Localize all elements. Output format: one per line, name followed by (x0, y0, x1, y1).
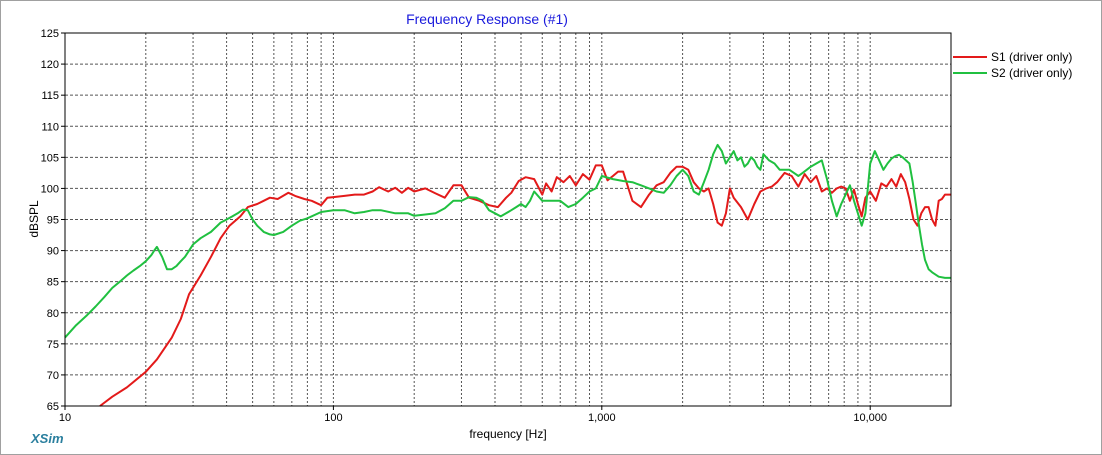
series-line-s2 (64, 143, 951, 339)
series-line-s1 (99, 164, 951, 407)
x-tick-label: 10 (59, 412, 71, 424)
chart-grid (65, 33, 951, 406)
y-tick-label: 125 (41, 28, 59, 40)
y-tick-label: 90 (47, 246, 59, 258)
x-axis-label: frequency [Hz] (469, 427, 546, 441)
x-tick-label: 10,000 (853, 412, 887, 424)
x-axis-ticks: 10 100 1,000 10,000 (59, 406, 887, 424)
series-layer (64, 143, 951, 407)
x-tick-label: 100 (324, 412, 342, 424)
xsim-logo: XSim (30, 431, 64, 446)
y-tick-label: 80 (47, 308, 59, 320)
y-tick-label: 120 (41, 59, 59, 71)
legend-label-s2: S2 (driver only) (991, 66, 1072, 80)
plot-border (64, 32, 952, 407)
y-axis-ticks: 65 70 75 80 85 90 95 100 105 110 115 120 125 (41, 28, 65, 413)
chart-legend: S1 (driver only) S2 (driver only) (953, 50, 1072, 80)
y-axis-label: dBSPL (27, 200, 41, 238)
y-tick-label: 70 (47, 370, 59, 382)
legend-label-s1: S1 (driver only) (991, 50, 1072, 64)
y-tick-label: 105 (41, 152, 59, 164)
y-tick-label: 110 (41, 121, 59, 133)
x-tick-label: 1,000 (588, 412, 616, 424)
y-tick-label: 75 (47, 339, 59, 351)
chart-title: Frequency Response (#1) (406, 11, 568, 27)
y-tick-label: 100 (41, 183, 59, 195)
y-tick-label: 65 (47, 401, 59, 413)
y-tick-label: 85 (47, 277, 59, 289)
y-tick-label: 95 (47, 215, 59, 227)
y-tick-label: 115 (41, 90, 59, 102)
